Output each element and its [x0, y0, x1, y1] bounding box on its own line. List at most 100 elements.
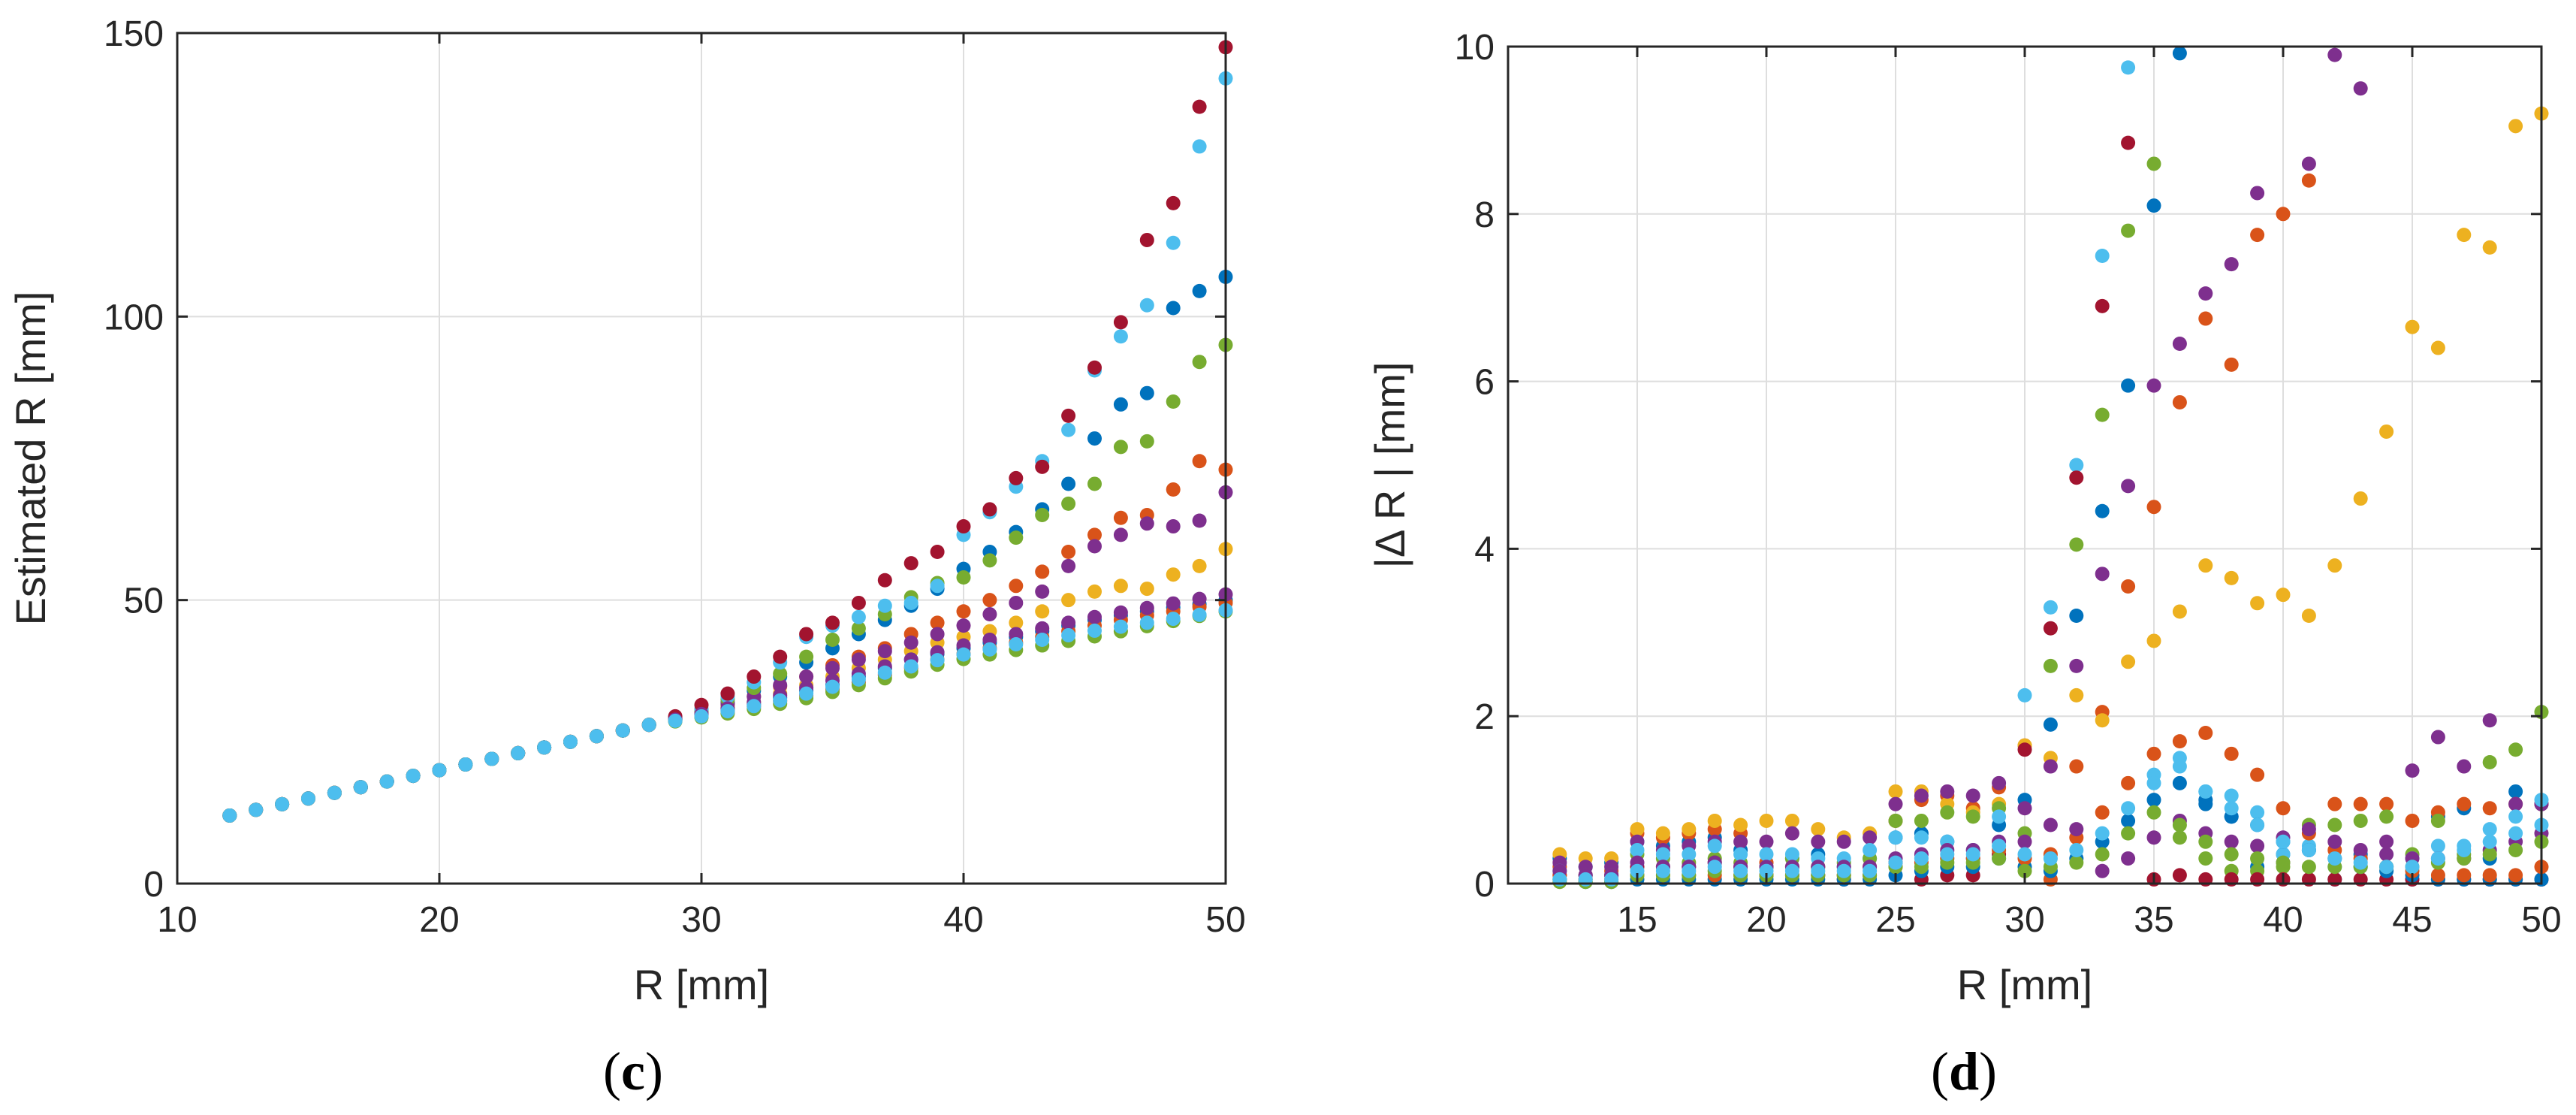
data-point [2224, 746, 2239, 761]
data-point [982, 642, 997, 657]
data-point [1707, 839, 1722, 854]
data-point [2508, 742, 2523, 757]
data-point [1087, 360, 1102, 375]
y-tick-label: 6 [1474, 363, 1495, 403]
data-points [1552, 46, 2549, 890]
data-point [2482, 847, 2497, 862]
data-point [1139, 600, 1154, 615]
data-point [799, 627, 814, 642]
data-point [2430, 730, 2445, 745]
data-point [2095, 503, 2110, 518]
data-point [1087, 527, 1102, 542]
data-point [2121, 775, 2136, 790]
data-point [1061, 496, 1076, 511]
data-point [1035, 584, 1050, 599]
data-point [930, 615, 945, 630]
data-point [2095, 826, 2110, 841]
data-point [825, 679, 840, 694]
data-point [2301, 156, 2316, 171]
data-point [851, 652, 866, 667]
data-point [2405, 860, 2420, 875]
data-point [1035, 621, 1050, 636]
data-point [2017, 834, 2032, 849]
grid [177, 33, 1226, 884]
data-point [2017, 687, 2032, 703]
data-point [2198, 834, 2213, 849]
data-point [589, 729, 604, 744]
data-point [1113, 397, 1128, 412]
data-point [2482, 240, 2497, 255]
data-point [2250, 817, 2265, 832]
data-point [2172, 759, 2187, 774]
data-point [2276, 834, 2291, 849]
data-point [851, 595, 866, 610]
data-point [2095, 847, 2110, 862]
data-point [799, 669, 814, 684]
data-point [1139, 516, 1154, 531]
data-point [2457, 796, 2472, 811]
data-point [2146, 156, 2161, 171]
data-point [1113, 510, 1128, 525]
data-point [2198, 796, 2213, 811]
data-point [1035, 564, 1050, 579]
data-point [1166, 612, 1181, 627]
data-point [2250, 839, 2265, 854]
data-point [1139, 615, 1154, 630]
data-point [1992, 775, 2007, 790]
data-point [1630, 822, 1645, 837]
data-point [2198, 784, 2213, 799]
data-point [982, 553, 997, 568]
data-point [2121, 813, 2136, 828]
data-point [2121, 223, 2136, 238]
data-point [1009, 627, 1024, 642]
data-point [2095, 713, 2110, 728]
data-point [1087, 539, 1102, 554]
data-point [1811, 822, 1826, 837]
ticks: 15 20 25 30 35 40 45 50 0 2 4 6 8 10 [1455, 28, 2562, 940]
data-point [1888, 796, 1903, 811]
data-point [825, 660, 840, 675]
data-point [2095, 567, 2110, 582]
data-point [2224, 570, 2239, 585]
data-point [2172, 734, 2187, 749]
data-point [982, 607, 997, 622]
data-point [851, 609, 866, 624]
data-point [903, 595, 918, 610]
data-point [720, 704, 735, 719]
data-point [1192, 591, 1207, 606]
data-point [1087, 431, 1102, 446]
data-point [668, 713, 683, 728]
data-point [1087, 476, 1102, 491]
data-point [2172, 868, 2187, 883]
data-point [2457, 868, 2472, 883]
data-point [1061, 627, 1076, 642]
data-point [2482, 713, 2497, 728]
data-point [2430, 839, 2445, 854]
data-point [1139, 298, 1154, 313]
series-series-12 [1552, 759, 2549, 887]
x-tick-label: 30 [681, 900, 721, 940]
data-point [1009, 595, 1024, 610]
ticks: 10 20 30 40 50 0 50 100 150 [104, 14, 1246, 940]
data-point [1087, 584, 1102, 599]
data-point [2146, 830, 2161, 845]
data-point [2508, 868, 2523, 883]
data-point [2430, 868, 2445, 883]
x-tick-label: 35 [2134, 900, 2173, 940]
data-point [1061, 408, 1076, 423]
panel-label: (d) [1931, 1041, 1997, 1101]
data-point [1655, 863, 1670, 878]
data-point [1192, 283, 1207, 298]
data-point [432, 763, 447, 778]
data-point [1139, 232, 1154, 247]
data-point [2198, 286, 2213, 301]
data-point [2017, 742, 2032, 757]
data-point [2353, 842, 2368, 857]
data-point [1811, 834, 1826, 849]
data-point [301, 791, 315, 806]
data-point [2043, 658, 2058, 673]
data-point [1113, 315, 1128, 330]
data-point [2121, 378, 2136, 393]
data-point [1992, 809, 2007, 824]
